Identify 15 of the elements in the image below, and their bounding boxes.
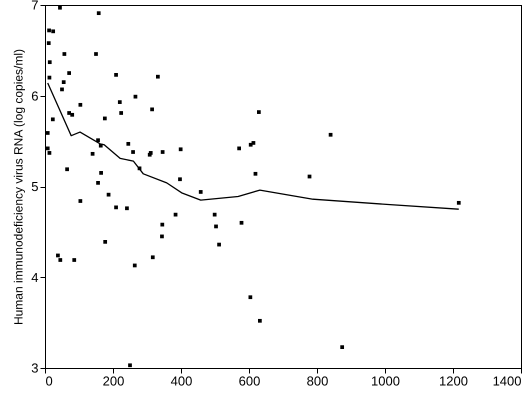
x-tick-label: 1000	[371, 374, 400, 388]
y-tick-label: 3	[31, 360, 38, 376]
x-tick-label: 800	[306, 374, 328, 388]
line-series	[47, 82, 460, 210]
x-tick-label: 1200	[439, 374, 468, 388]
x-tick-label: 600	[238, 374, 260, 388]
x-tick-label: 0	[46, 374, 53, 388]
y-tick-label: 4	[31, 270, 38, 285]
x-tick-label: 1400	[492, 374, 522, 388]
y-tick-label: 7	[31, 0, 38, 12]
y-axis-title: Human immunodeficiency virus RNA (log copies/ml)	[11, 48, 26, 326]
y-tick-label: 5	[31, 179, 38, 194]
x-tick-label: 200	[102, 374, 124, 388]
x-tick-label: 400	[170, 374, 192, 388]
y-tick-label: 6	[31, 88, 38, 104]
